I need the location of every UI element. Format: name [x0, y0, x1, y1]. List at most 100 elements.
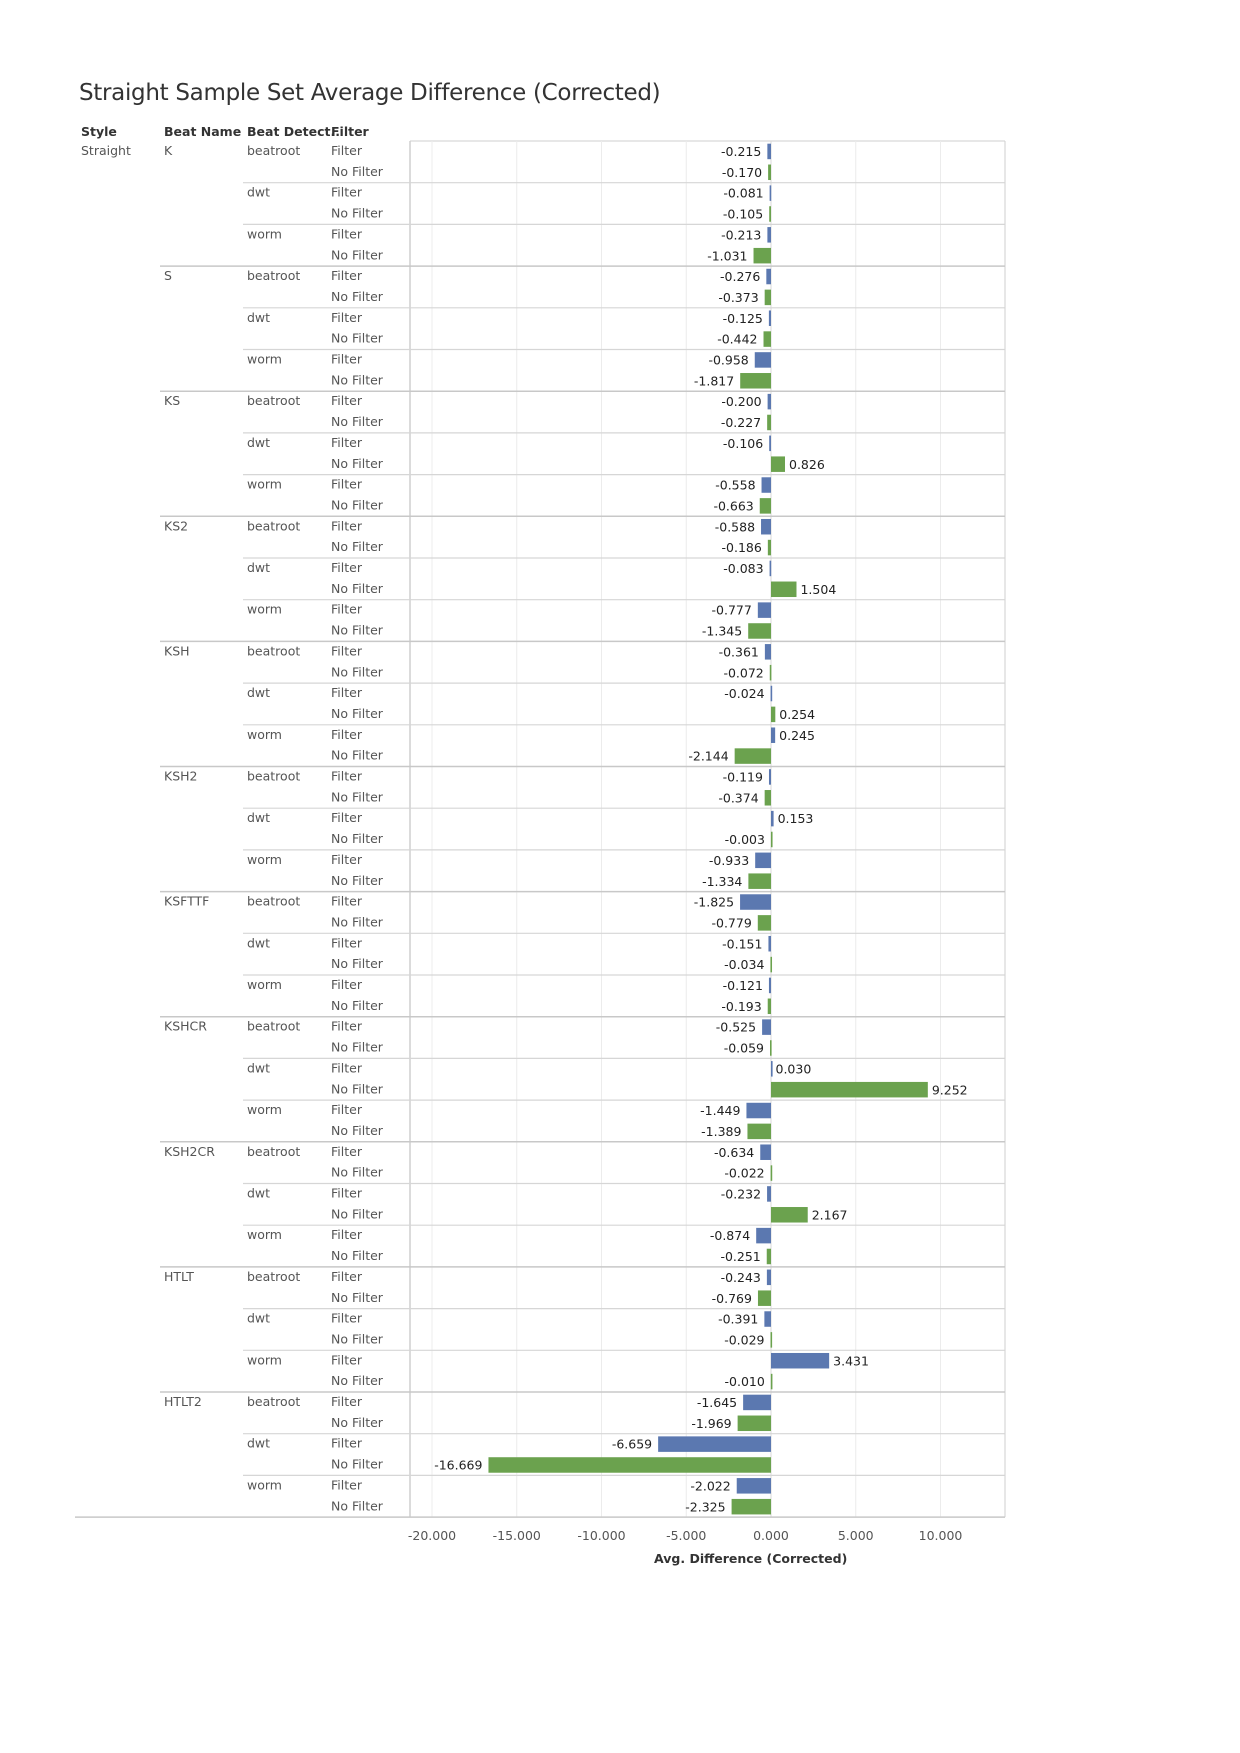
value-label: 0.826 [789, 457, 825, 472]
filter-label: No Filter [331, 1206, 384, 1221]
bar [769, 206, 771, 222]
bar [769, 185, 772, 201]
filter-label: Filter [331, 1394, 363, 1409]
x-tick-label: -15.000 [493, 1528, 541, 1543]
value-label: 2.167 [812, 1207, 848, 1222]
filter-label: Filter [331, 560, 363, 575]
beat-detector-label: beatroot [247, 518, 300, 533]
beat-name-label: KS [164, 393, 180, 408]
bar [760, 1144, 771, 1160]
beat-name-label: KSH [164, 643, 190, 658]
bar [753, 247, 771, 264]
filter-label: No Filter [331, 1373, 384, 1388]
bar [767, 227, 771, 243]
beat-name-label: S [164, 268, 172, 283]
bar [767, 539, 771, 556]
value-label: -0.106 [723, 436, 763, 451]
filter-label: Filter [331, 810, 363, 825]
filter-label: No Filter [331, 623, 384, 638]
bar [748, 623, 771, 639]
filter-label: No Filter [331, 164, 384, 179]
bar [754, 352, 771, 368]
value-label: -0.186 [722, 540, 762, 555]
value-label: 0.254 [779, 707, 815, 722]
beat-detector-label: beatroot [247, 268, 300, 283]
bar [767, 143, 771, 160]
filter-label: Filter [331, 1269, 363, 1284]
filter-label: Filter [331, 643, 363, 658]
filter-label: Filter [331, 1019, 363, 1034]
filter-label: Filter [331, 143, 363, 158]
chart-title: Straight Sample Set Average Difference (… [79, 80, 661, 106]
bar [761, 518, 771, 535]
beat-name-label: HTLT2 [164, 1394, 202, 1409]
beat-detector-label: worm [247, 477, 282, 492]
beat-detector-label: dwt [247, 185, 270, 200]
filter-label: Filter [331, 977, 363, 992]
filter-label: Filter [331, 477, 363, 492]
bar [736, 1478, 771, 1494]
filter-label: No Filter [331, 706, 384, 721]
beat-name-label: KS2 [164, 518, 188, 533]
value-label: -0.276 [720, 269, 760, 284]
filter-label: No Filter [331, 1248, 384, 1263]
filter-label: No Filter [331, 1457, 384, 1472]
x-tick-label: -5.000 [666, 1528, 706, 1543]
beat-detector-label: dwt [247, 1436, 270, 1451]
value-label: -0.003 [725, 832, 765, 847]
filter-label: No Filter [331, 998, 384, 1013]
bar [771, 581, 797, 598]
bar [769, 664, 772, 681]
filter-label: No Filter [331, 581, 384, 596]
value-label: -0.200 [721, 394, 761, 409]
bar [771, 706, 776, 723]
value-label: -0.119 [723, 770, 763, 785]
filter-label: No Filter [331, 831, 384, 846]
bar [767, 1186, 771, 1202]
bar [747, 1123, 771, 1140]
value-label: -0.213 [721, 227, 761, 242]
bar [764, 790, 771, 806]
value-label: -0.663 [713, 498, 753, 513]
filter-label: Filter [331, 352, 363, 367]
filter-label: Filter [331, 769, 363, 784]
value-label: -0.024 [724, 686, 764, 701]
beat-detector-label: dwt [247, 1186, 270, 1201]
value-label: -1.817 [694, 373, 734, 388]
value-label: -0.125 [723, 311, 763, 326]
value-label: -6.659 [612, 1437, 652, 1452]
value-label: 1.504 [800, 582, 836, 597]
bar [757, 1290, 771, 1306]
bar [770, 1332, 773, 1348]
bar [770, 685, 773, 702]
x-tick-label: 5.000 [838, 1528, 874, 1543]
bar [768, 310, 771, 326]
value-label: -0.525 [716, 1020, 756, 1035]
beat-detector-label: worm [247, 1352, 282, 1367]
beat-detector-label: dwt [247, 935, 270, 950]
value-label: -0.442 [717, 332, 757, 347]
bar [768, 977, 771, 994]
bar [767, 998, 771, 1015]
bar [658, 1436, 771, 1452]
beat-detector-label: dwt [247, 310, 270, 325]
bar [755, 852, 771, 869]
beat-detector-label: dwt [247, 560, 270, 575]
beat-detector-label: worm [247, 226, 282, 241]
beat-detector-label: worm [247, 1102, 282, 1117]
beat-detector-label: beatroot [247, 894, 300, 909]
filter-label: No Filter [331, 914, 384, 929]
filter-label: Filter [331, 685, 363, 700]
filter-label: No Filter [331, 414, 384, 429]
beat-name-label: KSH2CR [164, 1144, 215, 1159]
value-label: 0.030 [776, 1061, 812, 1076]
value-label: -1.645 [697, 1395, 737, 1410]
filter-label: No Filter [331, 247, 384, 262]
value-label: -0.029 [724, 1332, 764, 1347]
filter-label: Filter [331, 727, 363, 742]
value-label: -0.010 [725, 1374, 765, 1389]
x-tick-label: -20.000 [408, 1528, 456, 1543]
beat-name-label: K [164, 143, 173, 158]
value-label: -0.391 [718, 1312, 758, 1327]
